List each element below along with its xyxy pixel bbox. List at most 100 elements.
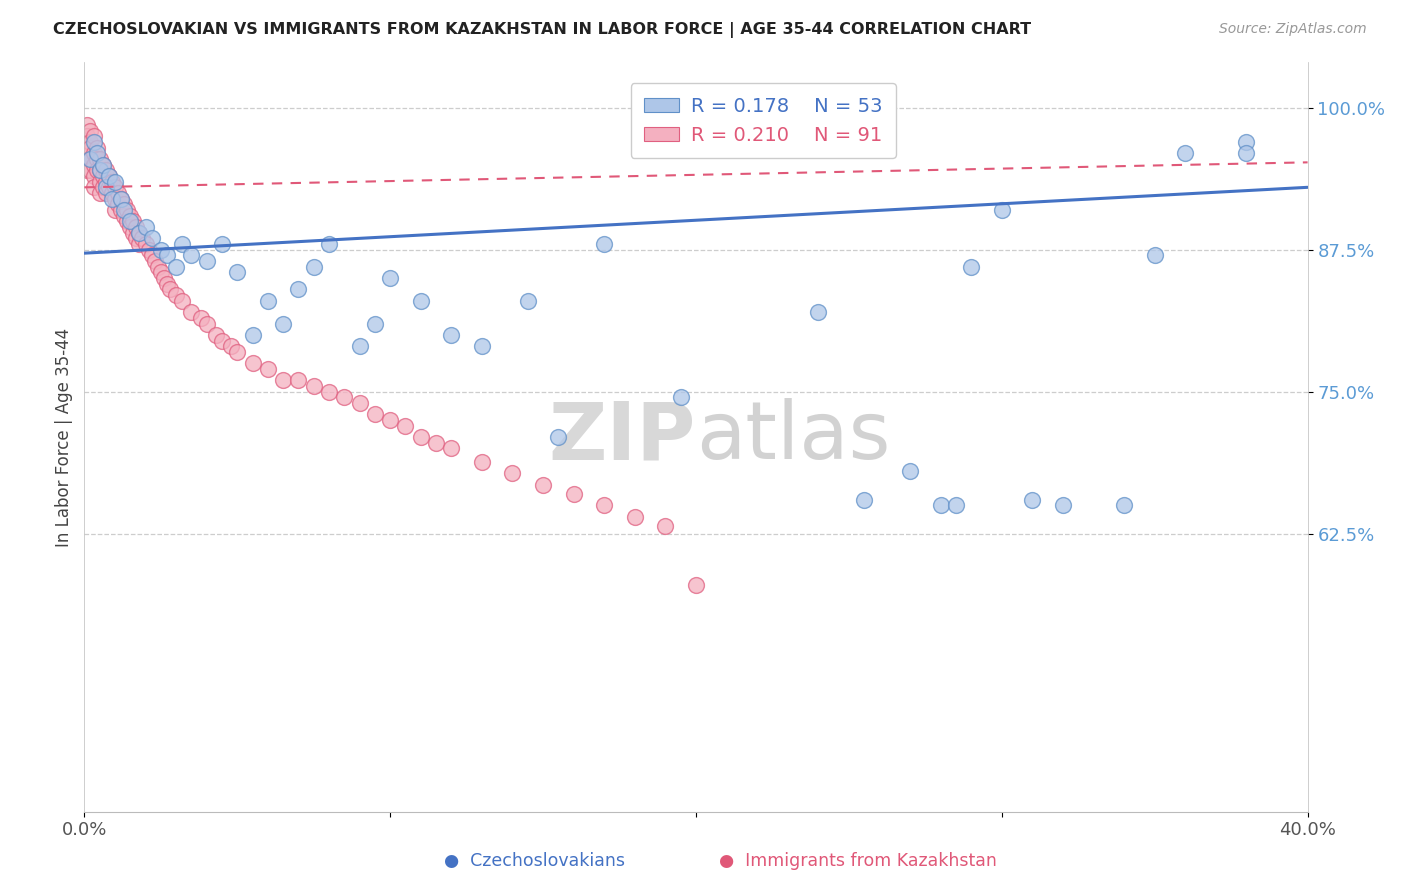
Text: Source: ZipAtlas.com: Source: ZipAtlas.com — [1219, 22, 1367, 37]
Point — [531, 477, 554, 491]
Point — [79, 140, 101, 154]
Text: atlas: atlas — [696, 398, 890, 476]
Point — [135, 220, 157, 235]
Point — [593, 498, 616, 512]
Point — [94, 186, 117, 200]
Point — [146, 260, 169, 274]
Point — [195, 254, 218, 268]
Point — [945, 498, 967, 512]
Point — [1143, 248, 1166, 262]
Point — [1174, 146, 1197, 161]
Point — [226, 345, 249, 359]
Point — [287, 373, 309, 387]
Point — [101, 186, 124, 200]
Point — [83, 129, 105, 144]
Point — [516, 293, 538, 308]
Point — [440, 327, 463, 342]
Point — [143, 254, 166, 268]
Point — [97, 169, 120, 183]
Point — [83, 158, 105, 172]
Point — [380, 413, 402, 427]
Point — [1236, 135, 1258, 149]
Point — [122, 226, 145, 240]
Point — [91, 158, 114, 172]
Point — [807, 305, 830, 319]
Point — [104, 202, 127, 217]
Point — [853, 492, 876, 507]
Point — [115, 214, 138, 228]
Point — [128, 237, 150, 252]
Point — [107, 186, 129, 200]
Point — [380, 271, 402, 285]
Point — [211, 334, 233, 348]
Point — [1021, 492, 1043, 507]
Point — [110, 202, 132, 217]
Point — [349, 339, 371, 353]
Point — [471, 339, 494, 353]
Point — [112, 197, 135, 211]
Point — [190, 310, 212, 325]
Point — [94, 163, 117, 178]
Point — [205, 327, 228, 342]
Text: ZIP: ZIP — [548, 398, 696, 476]
Point — [172, 237, 194, 252]
Point — [89, 152, 111, 166]
Point — [195, 317, 218, 331]
Point — [318, 237, 340, 252]
Point — [394, 418, 416, 433]
Point — [83, 180, 105, 194]
Point — [271, 317, 294, 331]
Point — [79, 163, 101, 178]
Point — [159, 283, 181, 297]
Y-axis label: In Labor Force | Age 35-44: In Labor Force | Age 35-44 — [55, 327, 73, 547]
Point — [110, 192, 132, 206]
Point — [97, 180, 120, 194]
Point — [89, 186, 111, 200]
Point — [180, 305, 202, 319]
Point — [211, 237, 233, 252]
Point — [83, 169, 105, 183]
Point — [120, 220, 142, 235]
Point — [83, 146, 105, 161]
Point — [76, 146, 98, 161]
Point — [287, 283, 309, 297]
Point — [1236, 146, 1258, 161]
Point — [929, 498, 952, 512]
Point — [141, 248, 163, 262]
Point — [79, 152, 101, 166]
Point — [110, 192, 132, 206]
Point — [364, 408, 387, 422]
Point — [131, 231, 153, 245]
Point — [94, 180, 117, 194]
Text: CZECHOSLOVAKIAN VS IMMIGRANTS FROM KAZAKHSTAN IN LABOR FORCE | AGE 35-44 CORRELA: CZECHOSLOVAKIAN VS IMMIGRANTS FROM KAZAK… — [53, 22, 1032, 38]
Point — [79, 152, 101, 166]
Point — [149, 265, 172, 279]
Text: ●  Czechoslovakians: ● Czechoslovakians — [444, 852, 624, 870]
Point — [76, 129, 98, 144]
Point — [153, 271, 176, 285]
Point — [91, 180, 114, 194]
Point — [86, 140, 108, 154]
Point — [440, 442, 463, 456]
Point — [364, 317, 387, 331]
Point — [409, 430, 432, 444]
Point — [120, 214, 142, 228]
Point — [242, 356, 264, 370]
Point — [425, 435, 447, 450]
Point — [135, 237, 157, 252]
Point — [502, 467, 524, 481]
Point — [349, 396, 371, 410]
Text: ●  Immigrants from Kazakhstan: ● Immigrants from Kazakhstan — [718, 852, 997, 870]
Point — [471, 455, 494, 469]
Point — [333, 390, 356, 404]
Point — [141, 231, 163, 245]
Point — [302, 260, 325, 274]
Point — [593, 237, 616, 252]
Point — [125, 231, 148, 245]
Point — [89, 163, 111, 178]
Point — [101, 192, 124, 206]
Point — [219, 339, 242, 353]
Point — [107, 197, 129, 211]
Point — [624, 509, 647, 524]
Point — [128, 226, 150, 240]
